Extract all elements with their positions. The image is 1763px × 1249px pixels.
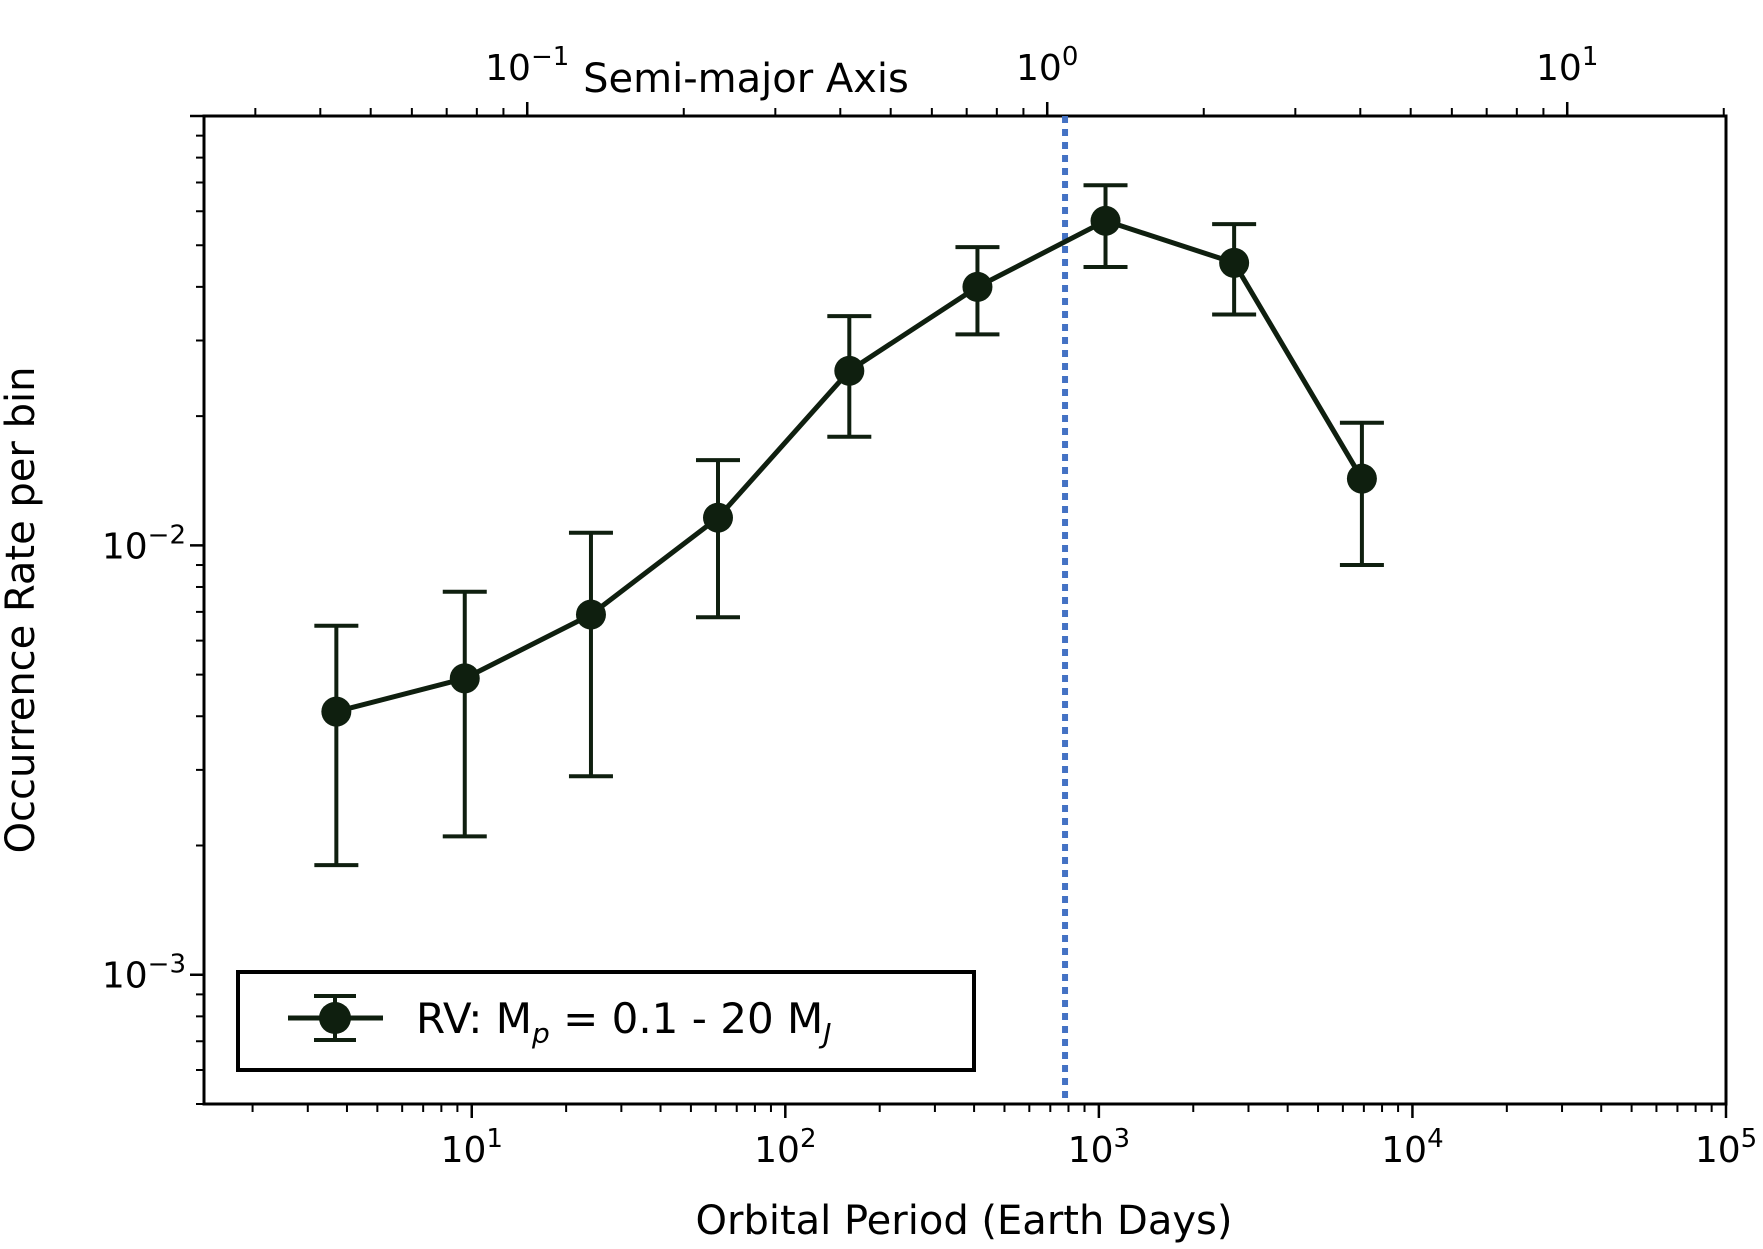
x-tick-label: 102: [754, 1124, 816, 1171]
data-point: [449, 663, 480, 694]
axes-frame: [202, 114, 1728, 1106]
top-tick-label: 101: [1536, 42, 1598, 89]
tick-labels: 101 102 103 104 105 10−2 10−3 10−1 100 101: [102, 42, 1757, 1171]
top-tick-label: 100: [1016, 42, 1078, 89]
top-tick-label: 10−1: [485, 42, 569, 89]
legend-box: [236, 970, 976, 1072]
top-axis-title: Semi-major Axis: [583, 56, 909, 102]
legend: RV: Mp = 0.1 - 20 MJ: [236, 970, 976, 1072]
data-point: [321, 696, 352, 727]
x-axis-title: Orbital Period (Earth Days): [696, 1198, 1233, 1244]
data-point: [1346, 463, 1377, 494]
major-ticks: [190, 102, 1728, 1118]
minor-ticks: [196, 108, 1725, 1112]
data-point: [1090, 205, 1121, 236]
data-point: [962, 271, 993, 302]
plot-area: [202, 114, 1728, 1106]
series-line: [335, 218, 1365, 715]
data-point: [575, 599, 606, 630]
data-point: [834, 355, 865, 386]
data-point: [702, 502, 733, 533]
x-tick-label: 105: [1695, 1124, 1757, 1171]
y-axis-title: Occurrence Rate per bin: [0, 367, 44, 854]
x-tick-label: 104: [1381, 1124, 1443, 1171]
data-point: [1219, 247, 1250, 278]
series-layer: [314, 183, 1384, 868]
x-tick-label: 103: [1068, 1124, 1130, 1171]
y-tick-label: 10−2: [102, 520, 186, 567]
x-tick-label: 101: [441, 1124, 503, 1171]
legend-label: RV: Mp = 0.1 - 20 MJ: [416, 994, 832, 1050]
y-tick-label: 10−3: [102, 950, 186, 997]
legend-point-marker: [319, 1002, 351, 1034]
